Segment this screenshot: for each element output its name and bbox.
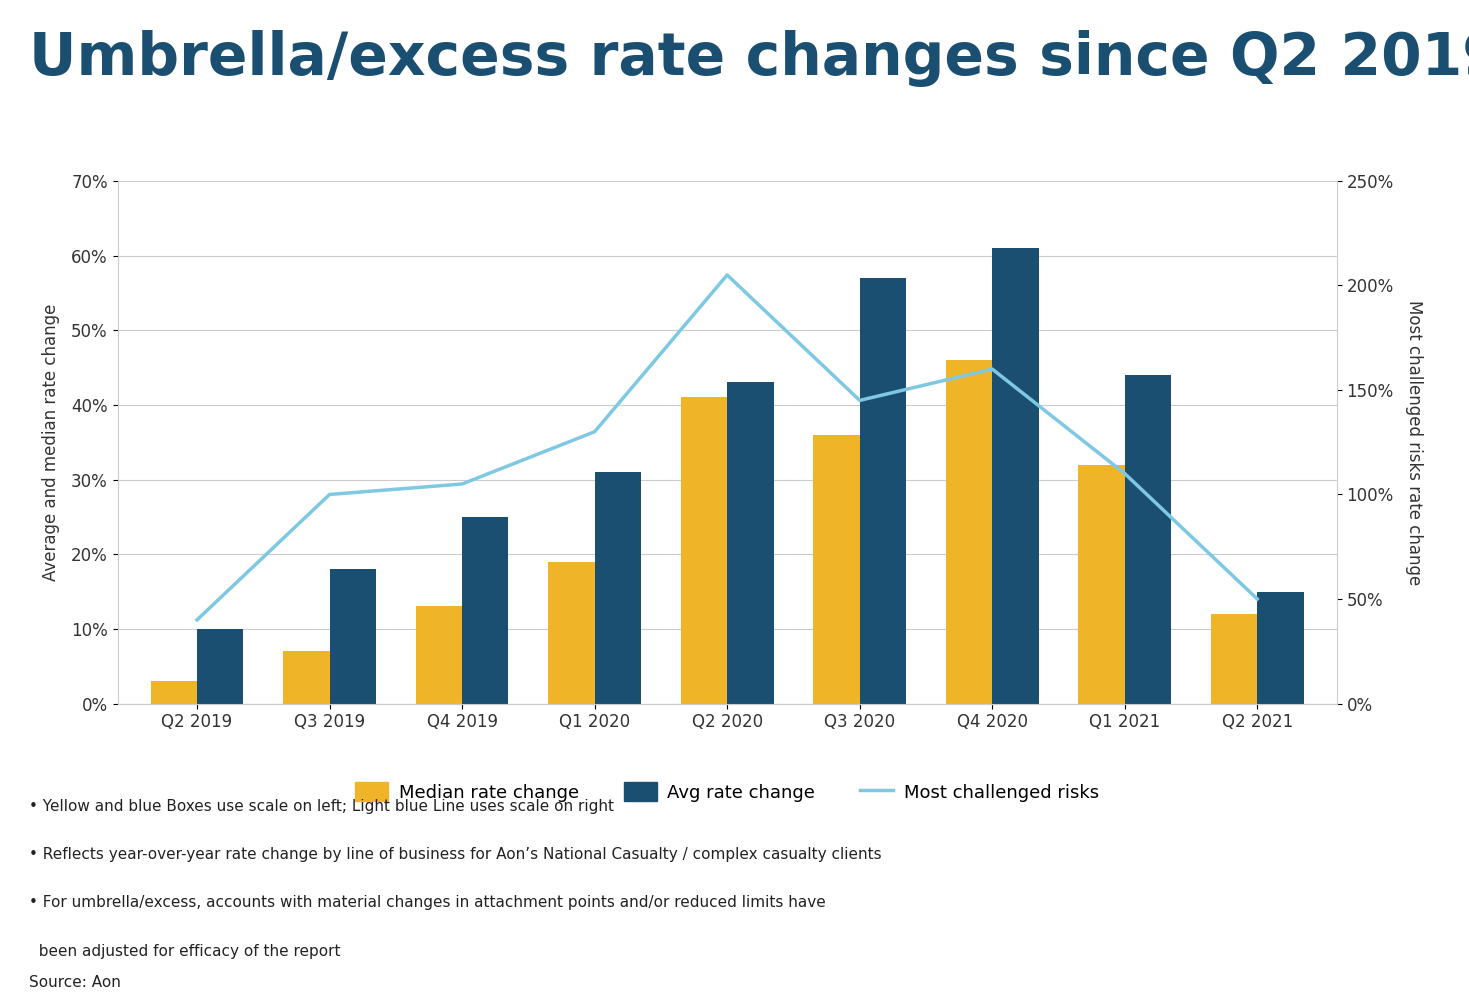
Bar (548, 562, 595, 704)
Text: Umbrella/excess rate changes since Q2 2019: Umbrella/excess rate changes since Q2 20… (29, 30, 1469, 87)
Bar (151, 681, 197, 704)
Text: • For umbrella/excess, accounts with material changes in attachment points and/o: • For umbrella/excess, accounts with mat… (29, 895, 826, 911)
Bar (680, 397, 727, 704)
Bar (284, 651, 329, 704)
Bar (197, 629, 244, 704)
Bar (946, 360, 992, 704)
Bar (727, 383, 774, 704)
Bar (595, 472, 640, 704)
Bar (1210, 614, 1257, 703)
Bar (463, 517, 508, 704)
Text: • Reflects year-over-year rate change by line of business for Aon’s National Cas: • Reflects year-over-year rate change by… (29, 847, 881, 862)
Bar (416, 606, 463, 704)
Bar (1125, 375, 1171, 704)
Bar (329, 569, 376, 704)
Text: been adjusted for efficacy of the report: been adjusted for efficacy of the report (29, 944, 341, 959)
Y-axis label: Average and median rate change: Average and median rate change (43, 304, 60, 581)
Bar (1257, 592, 1303, 703)
Text: • Yellow and blue Boxes use scale on left; Light blue Line uses scale on right: • Yellow and blue Boxes use scale on lef… (29, 799, 614, 814)
Bar (859, 278, 906, 704)
Bar (814, 435, 859, 704)
Y-axis label: Most challenged risks rate change: Most challenged risks rate change (1404, 299, 1423, 585)
Bar (1078, 464, 1125, 704)
Legend: Median rate change, Avg rate change, Most challenged risks: Median rate change, Avg rate change, Mos… (348, 775, 1106, 809)
Text: Source: Aon: Source: Aon (29, 975, 122, 990)
Bar (992, 248, 1039, 704)
